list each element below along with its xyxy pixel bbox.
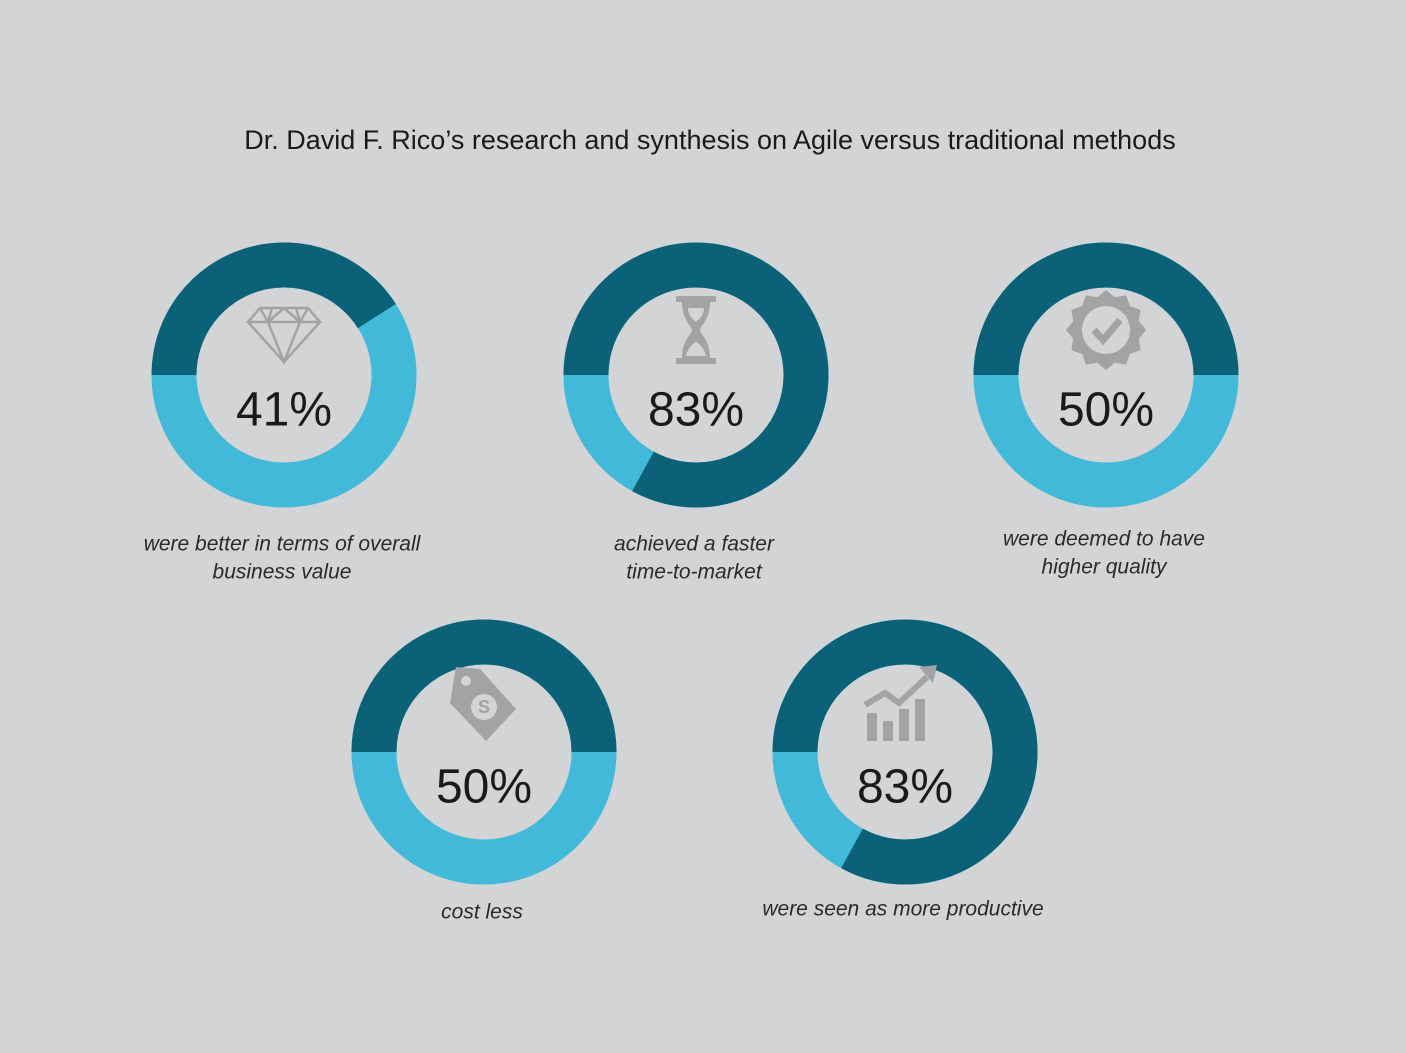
icon [863,674,930,708]
icon-group [676,296,716,364]
donut-chart: 83% were seen as more productive [762,619,1044,921]
caption: time-to-market [626,561,763,584]
icon-group [1066,290,1146,370]
value-label: 50% [1058,384,1154,437]
donut-chart: 41% were better in terms of overall busine… [144,242,422,584]
caption: higher quality [1042,556,1168,579]
donut-segment [973,242,1239,376]
donut-chart: 83% achieved a faster time-to-market [563,242,829,584]
caption: were better in terms of overall [144,533,422,556]
caption: were seen as more productive [762,898,1043,921]
caption: cost less [441,901,523,924]
icon [676,296,716,364]
icon [471,694,497,720]
icon [867,699,925,741]
donut-segment [772,619,1038,885]
icon-group: S [450,667,516,741]
donut-chart: 50% were deemed to have higher quality [973,242,1239,579]
caption: business value [213,561,352,584]
icon: S [478,697,490,717]
icon [686,308,706,356]
title: Dr. David F. Rico’s research and synthes… [244,125,1175,155]
donut-segment [151,242,396,376]
icon [246,306,322,366]
icon [1091,317,1123,346]
caption: were deemed to have [1003,528,1205,551]
donut-segment [351,619,617,753]
icon-group [863,665,937,741]
caption: achieved a faster [614,533,775,556]
value-label: 83% [857,761,953,814]
donut-segment [563,242,829,508]
icon [461,676,471,686]
value-label: 83% [648,384,744,437]
icon [919,665,937,683]
value-label: 50% [436,761,532,814]
value-label: 41% [236,384,332,437]
icon [1082,306,1130,354]
icon-group [246,306,322,366]
